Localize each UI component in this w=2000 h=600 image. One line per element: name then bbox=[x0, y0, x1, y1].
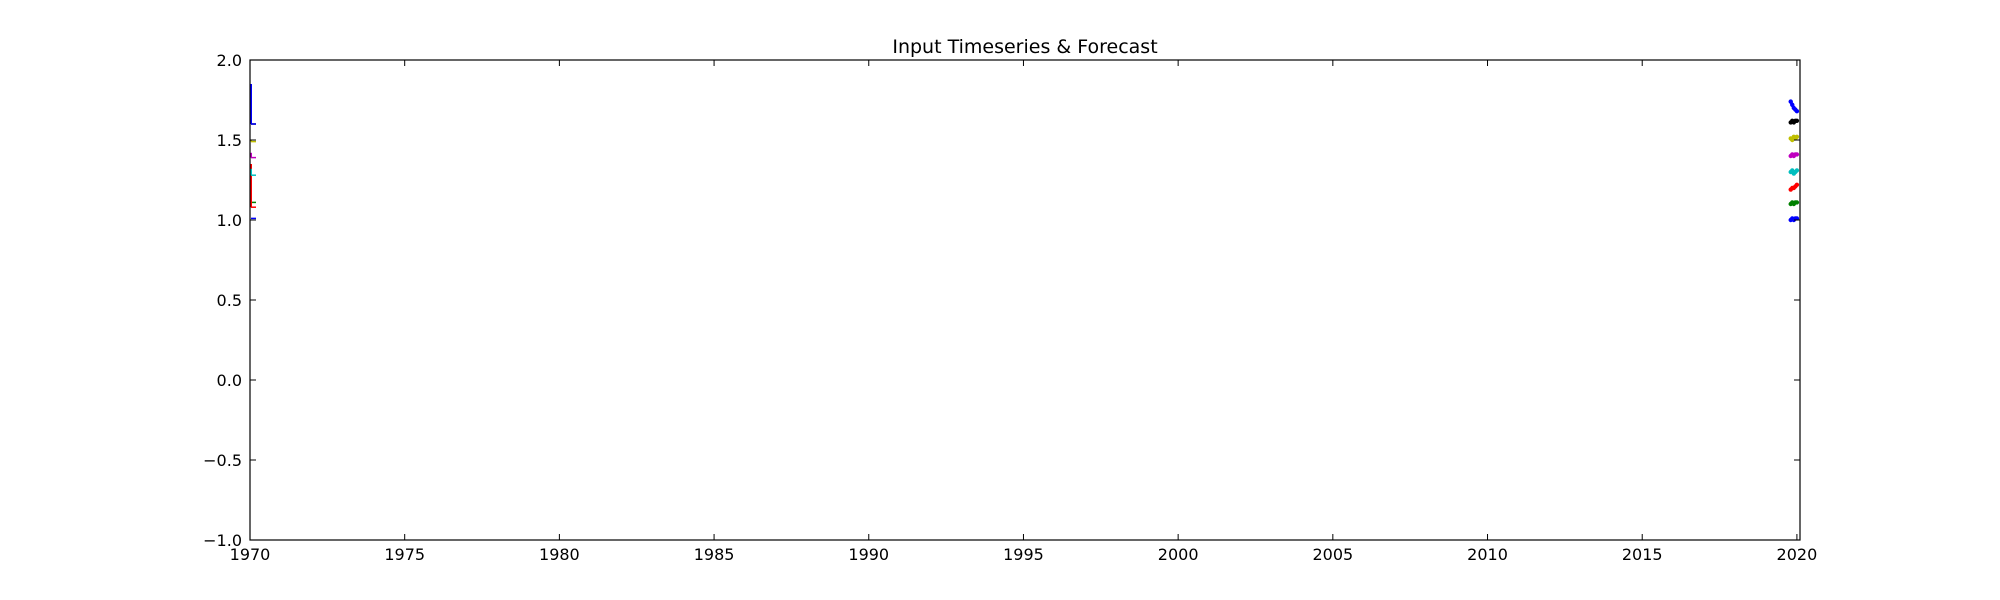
x-tick-label: 2020 bbox=[1777, 545, 1818, 564]
x-tick-label: 1990 bbox=[848, 545, 889, 564]
y-tick-label: 0.0 bbox=[217, 371, 242, 390]
x-tick-label: 1970 bbox=[230, 545, 271, 564]
x-tick-label: 2015 bbox=[1622, 545, 1663, 564]
chart-title: Input Timeseries & Forecast bbox=[892, 36, 1157, 58]
forecast-point bbox=[1794, 118, 1800, 124]
forecast-point bbox=[1794, 168, 1800, 173]
tick-layer: 1970 1975 1980 1985 1990 1995 2000 2005 2010 2015… bbox=[203, 51, 1817, 564]
forecast-point bbox=[1794, 109, 1800, 114]
forecast-point bbox=[1794, 182, 1800, 187]
x-tick-label: 1985 bbox=[694, 545, 735, 564]
x-tick-label: 1980 bbox=[539, 545, 580, 564]
y-tick-label: −1.0 bbox=[203, 531, 242, 550]
y-tick-label: 1.5 bbox=[217, 131, 242, 150]
plot-frame bbox=[249, 59, 1801, 541]
y-tick-label: 1.0 bbox=[217, 211, 242, 230]
y-tick-label: 2.0 bbox=[217, 51, 242, 70]
x-tick-label: 1975 bbox=[384, 545, 425, 564]
y-tick-label: 0.5 bbox=[217, 291, 242, 310]
forecast-point bbox=[1794, 200, 1800, 205]
series-layer bbox=[250, 84, 1800, 223]
x-tick-label: 1995 bbox=[1003, 545, 1044, 564]
forecast-point bbox=[1794, 134, 1800, 139]
x-tick-label: 2000 bbox=[1158, 545, 1199, 564]
x-tick-label: 2005 bbox=[1312, 545, 1353, 564]
series-group bbox=[250, 84, 1800, 223]
forecast-point bbox=[1794, 152, 1800, 157]
y-tick-label: −0.5 bbox=[203, 451, 242, 470]
x-tick-label: 2010 bbox=[1467, 545, 1508, 564]
